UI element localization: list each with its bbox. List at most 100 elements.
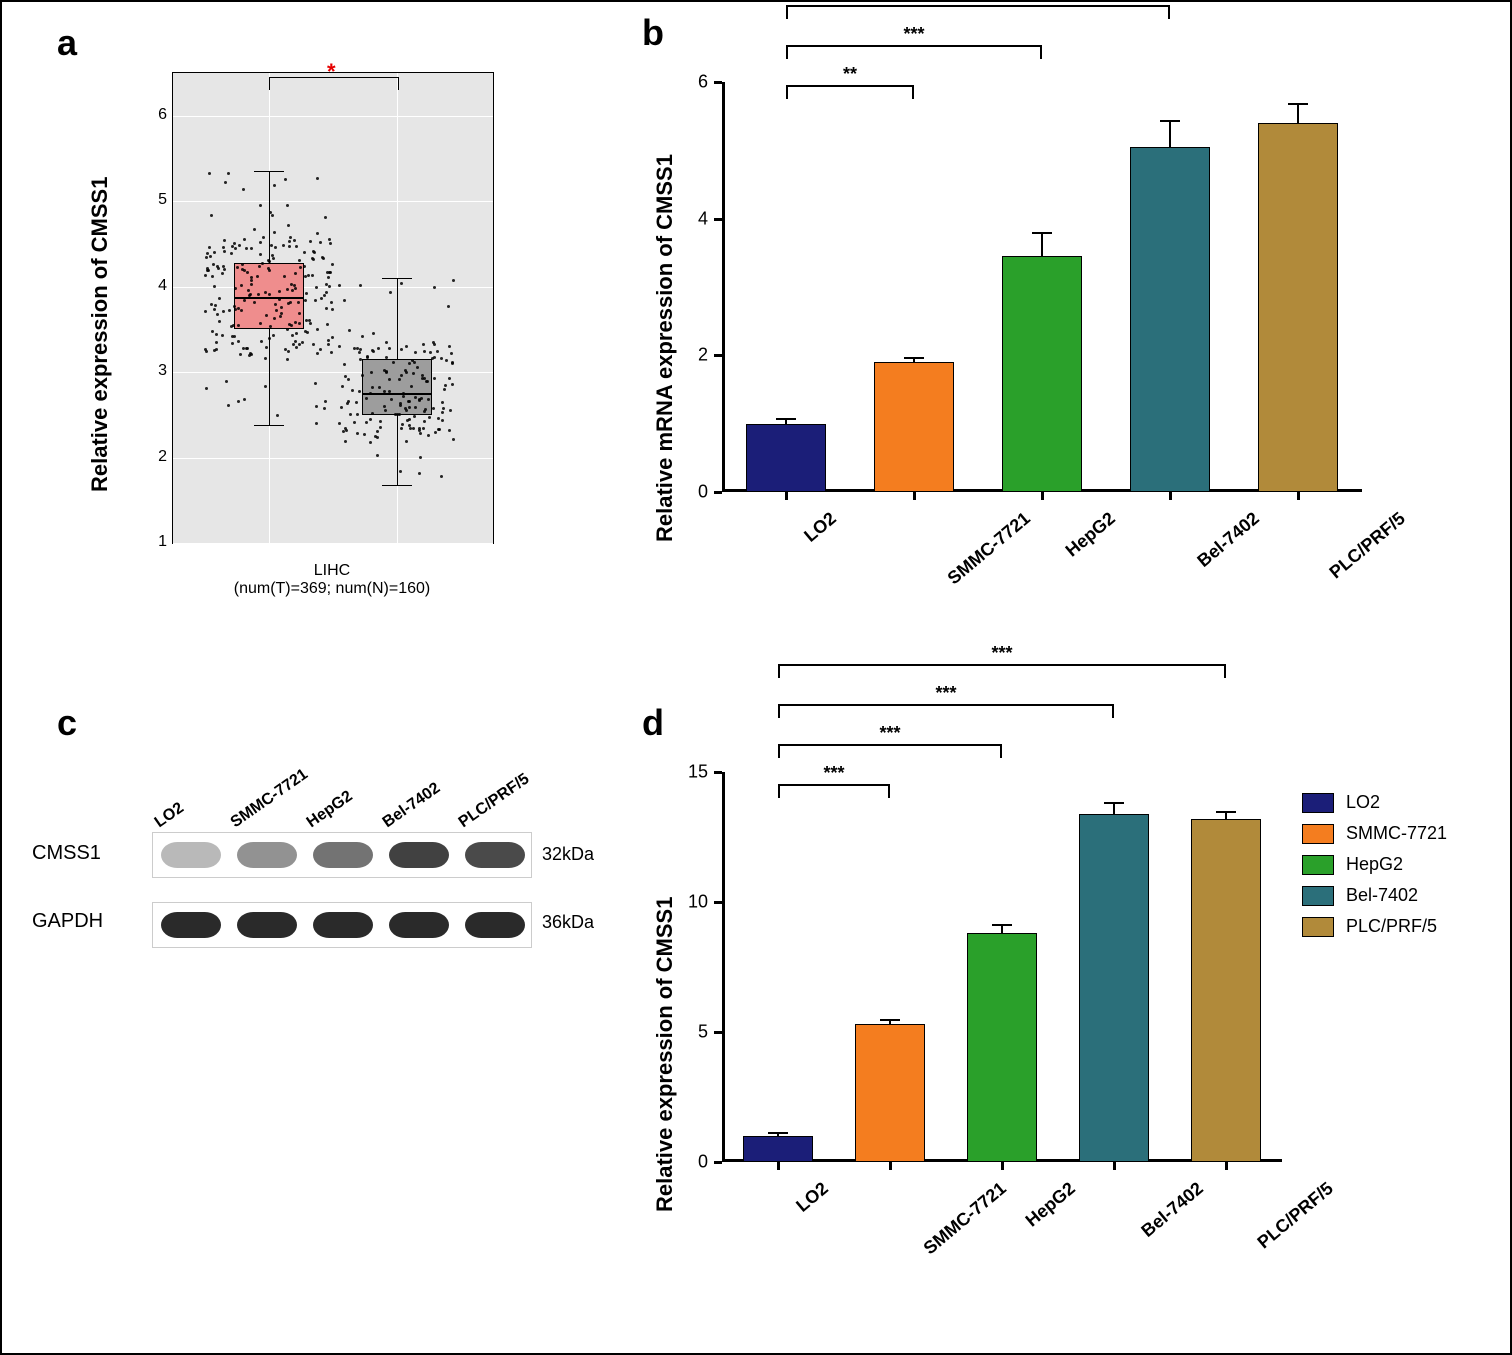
- ytick-label: 10: [688, 892, 708, 913]
- blot-band: [237, 842, 296, 868]
- panel-a-xlabel: LIHC (num(T)=369; num(N)=160): [172, 562, 492, 598]
- panel-d-plot-area: 051015************: [722, 772, 1282, 1162]
- figure-container: a * Relative expression of CMSS1 LIHC (n…: [0, 0, 1512, 1355]
- significance-bracket: [778, 744, 1002, 758]
- blot-band: [313, 842, 372, 868]
- bar-category-label: Bel-7402: [1193, 508, 1263, 572]
- panel-a: * Relative expression of CMSS1 LIHC (num…: [32, 22, 592, 662]
- bar: [1002, 256, 1081, 492]
- significance-bracket: [778, 784, 890, 798]
- blot-column-label: HepG2: [304, 788, 357, 832]
- bar: [1079, 814, 1148, 1162]
- panel-a-xlabel-line2: (num(T)=369; num(N)=160): [234, 580, 431, 597]
- panel-a-ytick: 4: [147, 277, 167, 295]
- significance-label: ***: [879, 723, 900, 744]
- panel-b: 0246*********** Relative mRNA expression…: [602, 42, 1402, 662]
- blot-band: [313, 912, 372, 938]
- legend-item: Bel-7402: [1302, 885, 1447, 906]
- blot-row: [152, 832, 532, 878]
- significance-bracket: [786, 85, 914, 99]
- significance-star: *: [327, 59, 336, 85]
- ytick-label: 2: [698, 345, 708, 366]
- bar: [855, 1024, 924, 1162]
- blot-row: [152, 902, 532, 948]
- blot-band: [465, 842, 524, 868]
- ytick-label: 0: [698, 482, 708, 503]
- blot-band: [237, 912, 296, 938]
- significance-bracket: [778, 704, 1114, 718]
- panel-a-ytick: 3: [147, 362, 167, 380]
- significance-label: ***: [823, 763, 844, 784]
- blot-column-label: LO2: [152, 799, 188, 832]
- legend-item: HepG2: [1302, 854, 1447, 875]
- legend-label: Bel-7402: [1346, 885, 1418, 906]
- legend-label: LO2: [1346, 792, 1380, 813]
- legend-label: HepG2: [1346, 854, 1403, 875]
- bar-category-label: SMMC-7721: [920, 1178, 1011, 1259]
- ytick-label: 5: [698, 1022, 708, 1043]
- legend-item: SMMC-7721: [1302, 823, 1447, 844]
- panel-a-ytick: 2: [147, 448, 167, 466]
- blot-band: [389, 912, 448, 938]
- panel-a-ytick: 6: [147, 106, 167, 124]
- bar-category-label: LO2: [792, 1178, 832, 1217]
- significance-bracket: [786, 5, 1170, 19]
- bar-category-label: HepG2: [1062, 508, 1120, 561]
- significance-bracket: [786, 45, 1042, 59]
- bar-category-label: SMMC-7721: [944, 508, 1035, 589]
- legend-label: SMMC-7721: [1346, 823, 1447, 844]
- ytick-label: 15: [688, 762, 708, 783]
- panel-c-blot-area: LO2SMMC-7721HepG2Bel-7402PLC/PRF/5CMSS13…: [152, 832, 532, 972]
- significance-label: **: [843, 64, 857, 85]
- significance-label: ***: [991, 643, 1012, 664]
- blot-mw-label: 32kDa: [542, 844, 594, 865]
- panel-b-ylabel: Relative mRNA expression of CMSS1: [652, 154, 678, 542]
- blot-band: [161, 842, 220, 868]
- blot-column-label: PLC/PRF/5: [456, 770, 533, 832]
- panel-c: LO2 SMMC-7721HepG2 Bel-7402PLC/PRF/5 CMSS1 3…: [32, 702, 592, 1102]
- legend-swatch: [1302, 917, 1334, 937]
- legend-swatch: [1302, 855, 1334, 875]
- bar-category-label: LO2: [800, 508, 840, 547]
- legend-swatch: [1302, 793, 1334, 813]
- ytick-label: 4: [698, 208, 708, 229]
- blot-column-label: SMMC-7721: [228, 766, 312, 832]
- bar-category-label: HepG2: [1022, 1178, 1080, 1231]
- bar-category-label: Bel-7402: [1137, 1178, 1207, 1242]
- panel-a-xlabel-line1: LIHC: [314, 562, 350, 579]
- panel-d: 051015************ Relative expression o…: [602, 732, 1302, 1332]
- significance-label: ***: [935, 683, 956, 704]
- legend: LO2 SMMC-7721 HepG2 Bel-7402 PLC/PRF/5: [1302, 792, 1447, 947]
- ytick-label: 6: [698, 72, 708, 93]
- panel-b-plot-area: 0246***********: [722, 82, 1362, 492]
- significance-bracket: [778, 664, 1226, 678]
- significance-label: ***: [903, 24, 924, 45]
- legend-item: LO2: [1302, 792, 1447, 813]
- ytick-label: 0: [698, 1152, 708, 1173]
- bar-category-label: PLC/PRF/5: [1326, 508, 1410, 583]
- bar-category-label: PLC/PRF/5: [1254, 1178, 1338, 1253]
- bar: [746, 424, 825, 492]
- panel-d-ylabel: Relative expression of CMSS1: [652, 897, 678, 1212]
- blot-protein-label: CMSS1: [32, 842, 142, 865]
- bar: [1258, 123, 1337, 492]
- blot-band: [465, 912, 524, 938]
- panel-a-plot-area: *: [172, 72, 494, 544]
- blot-band: [389, 842, 448, 868]
- panel-a-ytick: 5: [147, 191, 167, 209]
- panel-a-ylabel: Relative expression of CMSS1: [87, 177, 113, 492]
- blot-protein-label: GAPDH: [32, 910, 142, 933]
- blot-band: [161, 912, 220, 938]
- bar: [1191, 819, 1260, 1162]
- legend-swatch: [1302, 824, 1334, 844]
- legend-label: PLC/PRF/5: [1346, 916, 1437, 937]
- legend-swatch: [1302, 886, 1334, 906]
- significance-label: ***: [967, 0, 988, 5]
- bar: [874, 362, 953, 492]
- blot-column-label: Bel-7402: [380, 779, 444, 832]
- bar: [967, 933, 1036, 1162]
- bar: [743, 1136, 812, 1162]
- bar: [1130, 147, 1209, 492]
- panel-a-ytick: 1: [147, 533, 167, 551]
- blot-mw-label: 36kDa: [542, 912, 594, 933]
